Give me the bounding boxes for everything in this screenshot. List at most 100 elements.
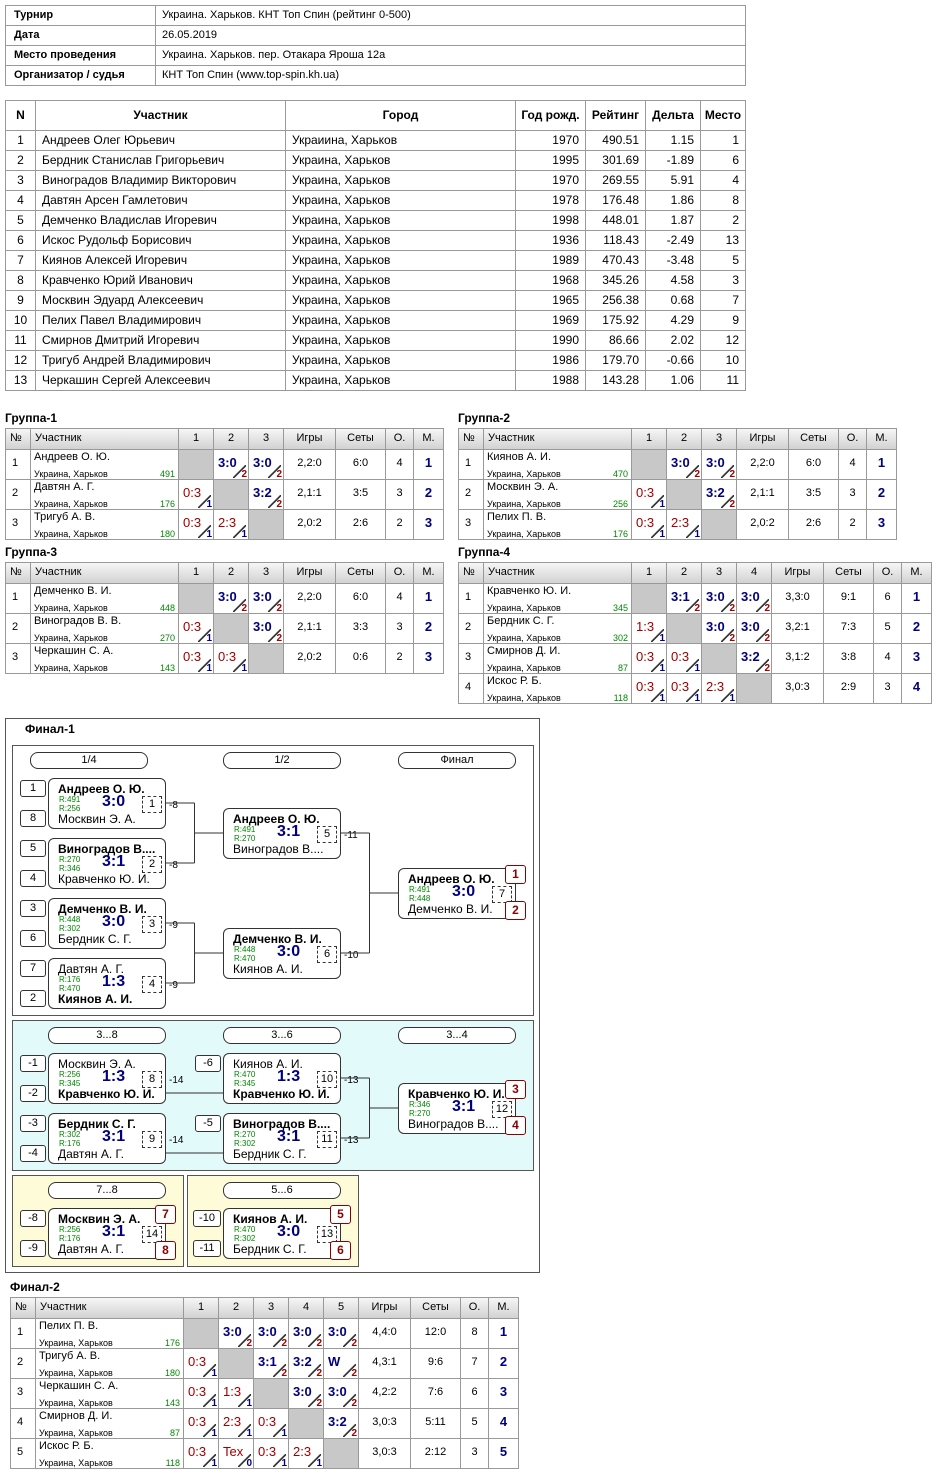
- player-rating: 143: [159, 663, 175, 673]
- cell: Виноградов Владимир Викторович: [35, 170, 286, 191]
- match-score: 3:1: [277, 823, 301, 840]
- player-city: Украина, Харьков: [34, 663, 108, 673]
- player-name: Тригуб А. В.: [39, 1350, 101, 1362]
- rating-2: R:470: [59, 984, 81, 993]
- round-label: 3...8: [48, 1027, 166, 1044]
- match-score: 3:0: [253, 589, 272, 604]
- cell: Украина. Харьков. пер. Отакара Яроша 12а: [155, 45, 746, 66]
- cell: 2: [10, 1348, 36, 1379]
- match-number: 4: [142, 976, 162, 993]
- column-header: Игры: [749, 432, 776, 444]
- column-header: Участник: [488, 432, 535, 444]
- cell: Игры: [358, 1297, 411, 1319]
- rating-1: R:448: [59, 915, 81, 924]
- match-points: 2: [276, 633, 282, 644]
- match-points: 2: [351, 1428, 357, 1439]
- table-cell: 0.68: [670, 293, 694, 307]
- match-score: 3:0: [328, 1384, 347, 1399]
- match-number: 3: [142, 916, 162, 933]
- cell: 0:3 1: [631, 643, 667, 674]
- row-number: 3: [12, 517, 19, 529]
- cell: 3:1 2: [666, 583, 702, 614]
- player-city: Украина, Харьков: [487, 663, 561, 673]
- cell: 1988: [515, 370, 586, 391]
- place: 6: [330, 1241, 351, 1260]
- cell: 2: [385, 643, 414, 674]
- cell: 3: [701, 428, 737, 450]
- cell: 3: [701, 562, 737, 584]
- cell: -2.49: [645, 230, 701, 251]
- cell: Бердник С. Г. Украина, Харьков 302: [483, 613, 632, 644]
- match-box: Кравченко Ю. И. R:346 R:270 Виноградов В...…: [398, 1083, 516, 1134]
- score-slash: [233, 659, 246, 672]
- points: 5: [884, 621, 891, 633]
- loser-next: -14: [169, 1135, 184, 1146]
- cell: 4: [901, 673, 932, 704]
- cell: Смирнов Дмитрий Игоревич: [35, 330, 286, 351]
- match-points: 1: [206, 633, 212, 644]
- cell: 2,0:2: [736, 509, 789, 540]
- cell: 269.55: [585, 170, 646, 191]
- rating-2: R:345: [234, 1079, 256, 1088]
- table-cell: 118.43: [603, 233, 639, 247]
- cell: 3:0 2: [736, 583, 772, 614]
- cell: Tex 0: [218, 1438, 254, 1469]
- cell: 0:3 1: [183, 1438, 219, 1469]
- cell: Черкашин С. А. Украина, Харьков 143: [30, 643, 179, 674]
- cell: 256.38: [585, 290, 646, 311]
- score-slash: [651, 495, 664, 508]
- cell: 4: [700, 170, 746, 191]
- cell: 3:0 2: [213, 449, 249, 480]
- cell: [631, 449, 667, 480]
- player-2: Москвин Э. А.: [58, 812, 136, 826]
- column-header: Участник: [35, 566, 82, 578]
- match-number: 6: [317, 946, 337, 963]
- match-box: Андреев О. Ю. R:491 R:256 Москвин Э. А. 3:0 1: [48, 778, 166, 829]
- column-header: 1: [645, 566, 653, 578]
- cell: Пелих Павел Владимирович: [35, 310, 286, 331]
- cell: 179.70: [585, 350, 646, 371]
- player-rating: 448: [159, 603, 175, 613]
- cell: 1970: [515, 170, 586, 191]
- match-points: 2: [281, 1338, 287, 1349]
- player-1: Москвин Э. А.: [58, 1212, 141, 1226]
- match-score: 3:0: [253, 619, 272, 634]
- cell: 0:3 1: [631, 673, 667, 704]
- match-score: 3:0: [706, 455, 725, 470]
- rating-1: R:491: [234, 825, 256, 834]
- column-header: М.: [875, 432, 888, 444]
- match-points: 1: [211, 1458, 217, 1469]
- cell: 13: [700, 230, 746, 251]
- cell: 9:6: [410, 1348, 461, 1379]
- cell: 2: [5, 613, 31, 644]
- cell: Город: [285, 100, 516, 131]
- games: 2,1:1: [750, 487, 775, 499]
- cell: 4: [458, 673, 484, 704]
- cell: 1:3 1: [218, 1378, 254, 1409]
- table-cell: 1.15: [670, 133, 694, 147]
- cell: 3:0 2: [248, 449, 284, 480]
- cell: 9: [700, 310, 746, 331]
- player-name: Смирнов Д. И.: [487, 645, 561, 657]
- match-points: 2: [276, 499, 282, 510]
- player-name: Искос Р. Б.: [39, 1440, 94, 1452]
- score-slash: [198, 629, 211, 642]
- sets: 2:6: [352, 517, 369, 529]
- player-1: Виноградов В....: [233, 1117, 331, 1131]
- match-points: 2: [246, 1338, 252, 1349]
- sets: 12:0: [424, 1326, 447, 1338]
- cell: 5: [873, 613, 902, 644]
- player-1: Андреев О. Ю.: [408, 872, 495, 886]
- table-cell: 1970: [552, 173, 579, 187]
- bracket-title: Финал-1: [25, 722, 75, 736]
- cell: 1: [488, 1318, 519, 1349]
- cell: М.: [901, 562, 932, 584]
- cell: -3.48: [645, 250, 701, 271]
- column-header: Сеты: [422, 1301, 449, 1313]
- rating-1: R:270: [59, 855, 81, 864]
- table-cell: 1998: [552, 213, 579, 227]
- cell: 345.26: [585, 270, 646, 291]
- match-score: 3:0: [218, 455, 237, 470]
- match-score: 3:0: [253, 455, 272, 470]
- cell: [248, 643, 284, 674]
